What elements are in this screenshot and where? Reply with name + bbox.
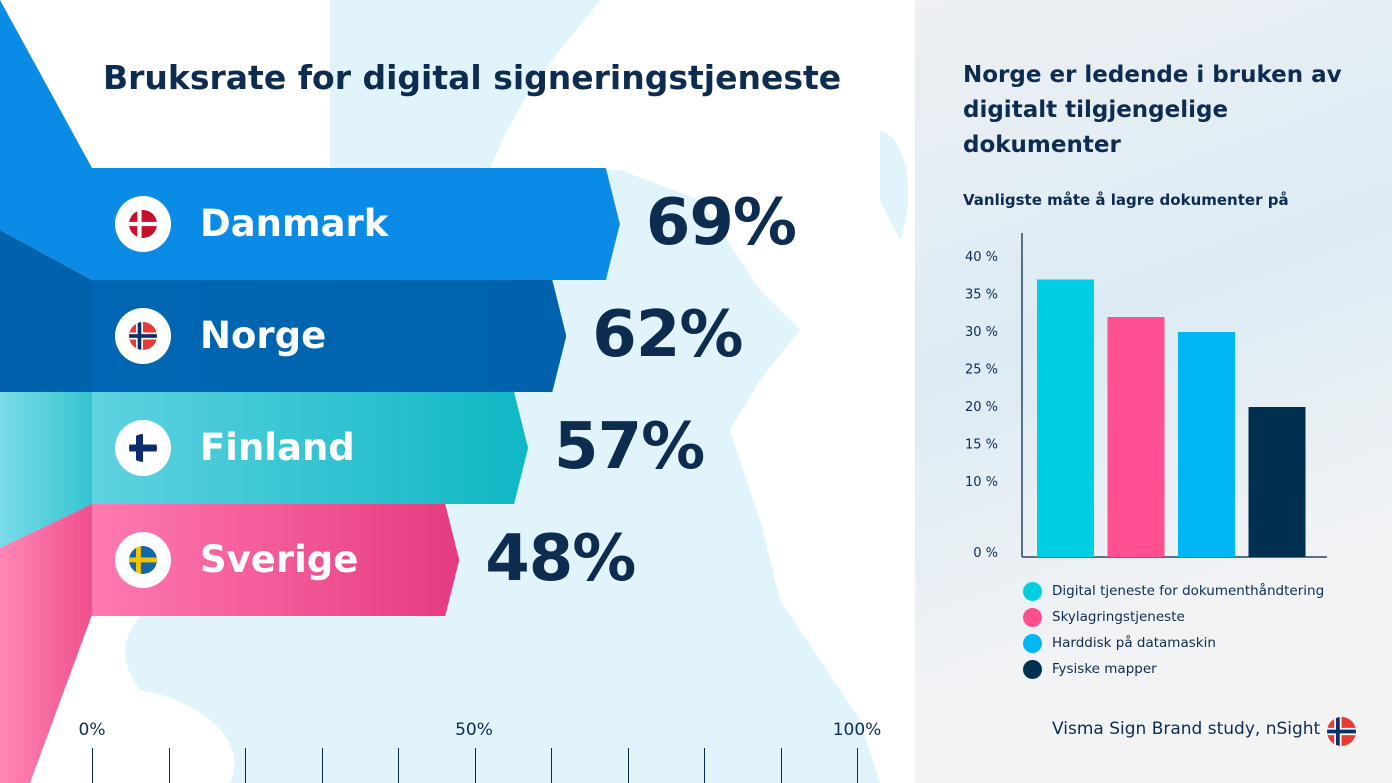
axis-tick [92, 748, 93, 783]
bar-norge: Norge [92, 280, 567, 392]
wedge-finland [0, 392, 92, 548]
legend-swatch [1023, 659, 1042, 679]
legend-item: Harddisk på datamaskin [1023, 633, 1216, 653]
storage-bar-chart: 0 % 10 % 15 % 20 % 25 % 30 % 35 % 40 % [965, 233, 1327, 561]
axis-tick [551, 748, 552, 783]
axis-tick [780, 748, 782, 783]
tick-label-50: 50% [455, 720, 493, 740]
value-label-norge: 62% [592, 298, 743, 372]
sweden-flag-icon [115, 532, 171, 588]
value-label-sverige: 48% [485, 522, 636, 596]
finland-flag-icon [115, 420, 171, 476]
legend-item: Skylagringstjeneste [1023, 607, 1185, 627]
legend-swatch [1023, 607, 1042, 627]
axis-tick [398, 748, 399, 783]
value-label-danmark: 69% [645, 186, 797, 260]
axis-tick [245, 748, 246, 783]
legend-label: Harddisk på datamaskin [1052, 635, 1216, 651]
axis-tick [704, 748, 705, 783]
bar-3 [1178, 332, 1235, 557]
tick-label-0: 0% [78, 720, 106, 740]
wedge-sverige [0, 504, 92, 783]
bar-danmark: Danmark [92, 168, 620, 280]
ribbon-wedges [0, 0, 92, 783]
y-tick-label: 10 % [965, 475, 998, 490]
axis-tick [474, 748, 476, 783]
legend-swatch [1023, 633, 1042, 653]
legend-label: Fysiske mapper [1052, 661, 1157, 677]
bar-1 [1037, 279, 1094, 557]
y-tick-label: 20 % [965, 400, 998, 415]
norway-flag-icon [1327, 717, 1356, 746]
wedge-danmark [0, 0, 92, 280]
legend-item: Fysiske mapper [1023, 659, 1157, 679]
axis-tick [168, 748, 170, 783]
tick-label-100: 100% [832, 720, 882, 740]
axis-tick [857, 748, 858, 783]
legend-label: Skylagringstjeneste [1052, 609, 1185, 625]
legend-swatch [1023, 581, 1042, 601]
norway-flag-icon [115, 308, 171, 364]
y-tick-label: 0 % [973, 546, 998, 561]
denmark-flag-icon [115, 196, 171, 252]
source-text: Visma Sign Brand study, nSight [1052, 719, 1321, 739]
y-tick-label: 15 % [965, 438, 998, 453]
y-tick-label: 40 % [965, 250, 998, 265]
bar-finland: Finland [92, 392, 529, 504]
value-label-finland: 57% [554, 410, 705, 484]
chart-title: Bruksrate for digital signeringstjeneste [103, 58, 842, 97]
country-label: Danmark [200, 202, 389, 245]
y-tick-label: 30 % [965, 325, 998, 340]
storage-chart-title: Vanligste måte å lagre dokumenter på [963, 191, 1289, 209]
bar-4 [1248, 407, 1306, 557]
y-tick-label: 35 % [965, 288, 998, 303]
country-label: Finland [200, 426, 355, 469]
legend-item: Digital tjeneste for dokumenthåndtering [1023, 581, 1324, 601]
country-label: Sverige [200, 538, 359, 581]
bar-sverige: Sverige [92, 504, 460, 616]
left-panel: Bruksrate for digital signeringstjeneste… [0, 0, 909, 783]
axis-tick [627, 748, 629, 783]
wedge-norge [0, 230, 92, 392]
right-title: Norge er ledende i bruken av digitalt ti… [963, 62, 1342, 158]
bar-2 [1107, 317, 1165, 557]
y-tick-label: 25 % [965, 363, 998, 378]
axis-tick [321, 748, 323, 783]
country-label: Norge [200, 314, 327, 357]
legend-label: Digital tjeneste for dokumenthåndtering [1052, 583, 1325, 599]
